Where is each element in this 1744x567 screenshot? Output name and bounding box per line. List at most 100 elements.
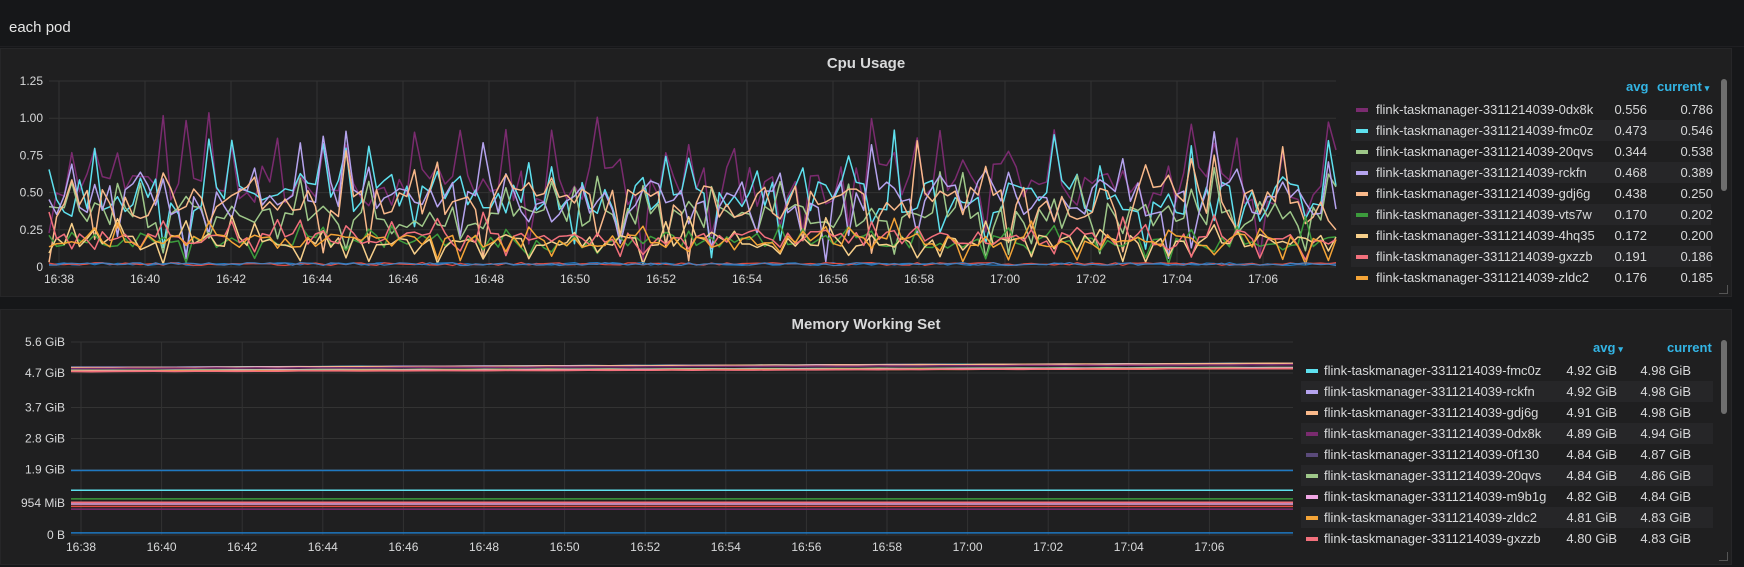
legend-series-name[interactable]: flink-taskmanager-3311214039-gdj6g: [1324, 405, 1539, 420]
series-color-swatch[interactable]: [1306, 432, 1318, 436]
legend-scrollbar[interactable]: [1721, 340, 1727, 414]
series-line: [48, 130, 1337, 263]
series-color-swatch[interactable]: [1306, 369, 1318, 373]
legend-item[interactable]: flink-taskmanager-3311214039-4hq35 0.172 0…: [1351, 225, 1713, 246]
x-tick-label: 17:06: [1194, 540, 1224, 554]
legend-avg-value: 0.191: [1614, 249, 1647, 264]
legend-item[interactable]: flink-taskmanager-3311214039-0dx8k 4.89 G…: [1301, 423, 1713, 444]
y-tick-label: 1.00: [20, 111, 44, 125]
legend-avg-value: 0.170: [1614, 207, 1647, 222]
legend-series-name[interactable]: flink-taskmanager-3311214039-20qvs: [1324, 468, 1542, 483]
legend-avg-value: 0.172: [1614, 228, 1647, 243]
legend-item[interactable]: flink-taskmanager-3311214039-zldc2 4.81 G…: [1301, 507, 1713, 528]
y-tick-label: 954 MiB: [21, 496, 65, 510]
series-color-swatch[interactable]: [1306, 411, 1318, 415]
legend-avg-value: 4.89 GiB: [1566, 426, 1617, 441]
legend-scroll-thumb[interactable]: [1721, 79, 1727, 191]
x-tick-label: 17:02: [1033, 540, 1063, 554]
series-color-swatch[interactable]: [1356, 255, 1368, 259]
legend-series-name[interactable]: flink-taskmanager-3311214039-m9b1g: [1324, 489, 1547, 504]
series-color-swatch[interactable]: [1356, 213, 1368, 217]
legend-series-name[interactable]: flink-taskmanager-3311214039-rckfn: [1324, 384, 1535, 399]
legend-series-name[interactable]: flink-taskmanager-3311214039-20qvs: [1376, 144, 1594, 159]
legend-scroll-thumb[interactable]: [1721, 340, 1727, 414]
legend-series-name[interactable]: flink-taskmanager-3311214039-fmc0z: [1324, 363, 1542, 378]
legend-item[interactable]: flink-taskmanager-3311214039-vts7w 0.170 0…: [1351, 204, 1713, 225]
series-color-swatch[interactable]: [1356, 234, 1368, 238]
legend-series-name[interactable]: flink-taskmanager-3311214039-rckfn: [1376, 165, 1587, 180]
legend-item[interactable]: flink-taskmanager-3311214039-20qvs 0.344 0…: [1351, 141, 1713, 162]
series-color-swatch[interactable]: [1356, 150, 1368, 154]
legend-series-name[interactable]: flink-taskmanager-3311214039-0dx8k: [1376, 102, 1594, 117]
series-color-swatch[interactable]: [1356, 276, 1368, 280]
series-color-swatch[interactable]: [1306, 474, 1318, 478]
legend-item[interactable]: flink-taskmanager-3311214039-gxzzb 0.191 0…: [1351, 246, 1713, 267]
legend-series-name[interactable]: flink-taskmanager-3311214039-zldc2: [1376, 270, 1589, 285]
y-tick-label: 4.7 GiB: [25, 366, 65, 380]
legend-header-avg[interactable]: avg: [1626, 79, 1649, 94]
legend-item[interactable]: flink-taskmanager-3311214039-gxzzb 4.80 G…: [1301, 528, 1713, 549]
legend-series-name[interactable]: flink-taskmanager-3311214039-gdj6g: [1376, 186, 1591, 201]
series-color-swatch[interactable]: [1306, 537, 1318, 541]
row-title[interactable]: each pod: [9, 19, 71, 36]
cpu-usage-graph[interactable]: 0 0.25 0.50 0.75 1.00 1.25 16:38 16:40 16:42 16:4…: [1, 73, 1346, 291]
series-color-swatch[interactable]: [1356, 129, 1368, 133]
legend-item[interactable]: flink-taskmanager-3311214039-m9b1g 4.82 G…: [1301, 486, 1713, 507]
resize-handle-icon[interactable]: [1719, 285, 1728, 294]
memory-working-set-panel: Memory Working Set 0 B 954 MiB 1.9 GiB 2.8 …: [0, 309, 1732, 565]
legend-item[interactable]: flink-taskmanager-3311214039-rckfn 0.468 0…: [1351, 162, 1713, 183]
legend-series-name[interactable]: flink-taskmanager-3311214039-fmc0z: [1376, 123, 1594, 138]
legend-header-current[interactable]: current ▾: [1657, 79, 1709, 94]
legend-avg-value: 4.82 GiB: [1566, 489, 1617, 504]
y-tick-label: 3.7 GiB: [25, 400, 65, 414]
legend-item[interactable]: flink-taskmanager-3311214039-0dx8k 0.556 0…: [1351, 99, 1713, 120]
series-color-swatch[interactable]: [1356, 171, 1368, 175]
x-tick-label: 16:52: [646, 272, 676, 286]
series-color-swatch[interactable]: [1306, 390, 1318, 394]
legend-item[interactable]: flink-taskmanager-3311214039-rckfn 4.92 G…: [1301, 381, 1713, 402]
legend-avg-value: 0.176: [1614, 270, 1647, 285]
y-tick-label: 1.9 GiB: [25, 463, 65, 477]
row-header[interactable]: each pod: [0, 0, 1744, 47]
series-color-swatch[interactable]: [1356, 108, 1368, 112]
series-color-swatch[interactable]: [1306, 495, 1318, 499]
legend-current-value: 4.87 GiB: [1640, 447, 1691, 462]
legend-header-current[interactable]: current: [1667, 340, 1712, 355]
legend-header-avg[interactable]: avg ▾: [1593, 340, 1623, 355]
legend-item[interactable]: flink-taskmanager-3311214039-20qvs 4.84 G…: [1301, 465, 1713, 486]
series-line: [70, 367, 1294, 373]
legend-header-avg-label: avg: [1593, 340, 1616, 355]
x-tick-label: 17:00: [953, 540, 983, 554]
legend-current-value: 4.98 GiB: [1640, 384, 1691, 399]
legend-item[interactable]: flink-taskmanager-3311214039-zldc2 0.176 0…: [1351, 267, 1713, 288]
series-color-swatch[interactable]: [1306, 516, 1318, 520]
series-color-swatch[interactable]: [1306, 453, 1318, 457]
legend-current-value: 4.83 GiB: [1640, 531, 1691, 546]
x-tick-label: 17:06: [1248, 272, 1278, 286]
legend-series-name[interactable]: flink-taskmanager-3311214039-0f130: [1324, 447, 1540, 462]
legend-item[interactable]: flink-taskmanager-3311214039-fmc0z 0.473 0…: [1351, 120, 1713, 141]
legend-item[interactable]: flink-taskmanager-3311214039-0f130 4.84 G…: [1301, 444, 1713, 465]
x-tick-label: 16:40: [147, 540, 177, 554]
legend-header-current-label: current: [1657, 79, 1702, 94]
legend-item[interactable]: flink-taskmanager-3311214039-gdj6g 0.438 0…: [1351, 183, 1713, 204]
legend-item[interactable]: flink-taskmanager-3311214039-gdj6g 4.91 G…: [1301, 402, 1713, 423]
legend-series-name[interactable]: flink-taskmanager-3311214039-gxzzb: [1376, 249, 1593, 264]
legend-series-name[interactable]: flink-taskmanager-3311214039-zldc2: [1324, 510, 1537, 525]
legend-series-name[interactable]: flink-taskmanager-3311214039-gxzzb: [1324, 531, 1541, 546]
legend-series-name[interactable]: flink-taskmanager-3311214039-vts7w: [1376, 207, 1592, 222]
x-tick-label: 16:46: [388, 272, 418, 286]
legend-current-value: 4.94 GiB: [1640, 426, 1691, 441]
x-tick-label: 16:38: [66, 540, 96, 554]
memory-working-set-graph[interactable]: 0 B 954 MiB 1.9 GiB 2.8 GiB 3.7 GiB 4.7 GiB 5.…: [1, 334, 1301, 558]
x-tick-label: 16:44: [302, 272, 332, 286]
legend-item[interactable]: flink-taskmanager-3311214039-fmc0z 4.92 G…: [1301, 360, 1713, 381]
resize-handle-icon[interactable]: [1719, 552, 1728, 561]
legend-scrollbar[interactable]: [1721, 79, 1727, 191]
panel-title[interactable]: Cpu Usage: [826, 55, 906, 72]
series-color-swatch[interactable]: [1356, 192, 1368, 196]
x-tick-label: 17:04: [1114, 540, 1144, 554]
legend-series-name[interactable]: flink-taskmanager-3311214039-4hq35: [1376, 228, 1595, 243]
panel-title[interactable]: Memory Working Set: [791, 316, 941, 333]
legend-series-name[interactable]: flink-taskmanager-3311214039-0dx8k: [1324, 426, 1542, 441]
